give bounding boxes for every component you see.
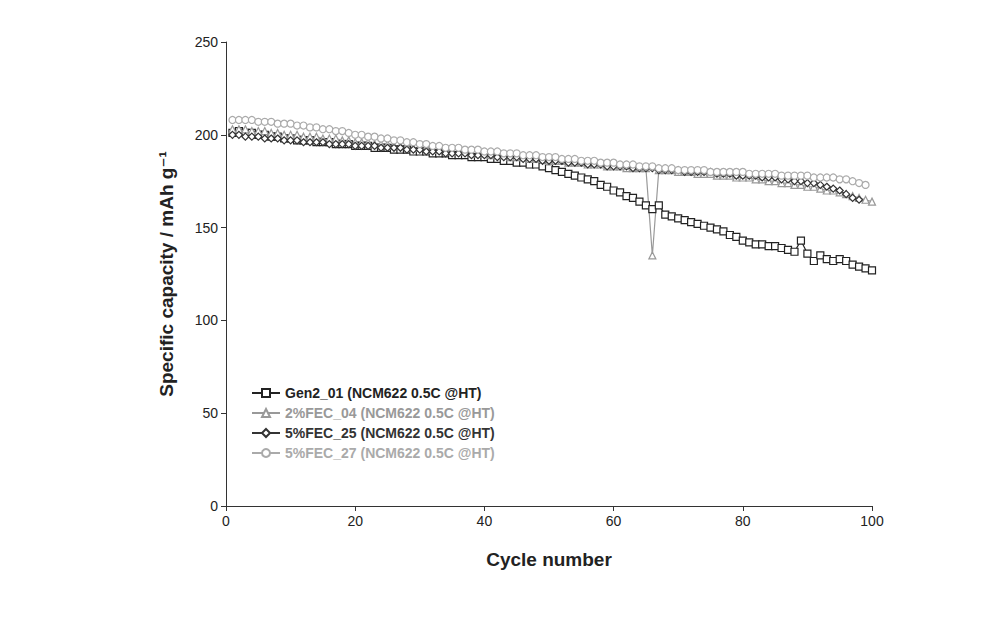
svg-text:50: 50 — [202, 405, 218, 421]
svg-text:5%FEC_25 (NCM622 0.5C @HT): 5%FEC_25 (NCM622 0.5C @HT) — [285, 425, 495, 441]
svg-text:2%FEC_04 (NCM622 0.5C @HT): 2%FEC_04 (NCM622 0.5C @HT) — [285, 405, 495, 421]
svg-text:250: 250 — [195, 34, 219, 50]
svg-text:40: 40 — [477, 513, 493, 529]
svg-text:200: 200 — [195, 127, 219, 143]
svg-text:Gen2_01 (NCM622 0.5C @HT): Gen2_01 (NCM622 0.5C @HT) — [285, 385, 482, 401]
svg-text:5%FEC_27 (NCM622 0.5C @HT): 5%FEC_27 (NCM622 0.5C @HT) — [285, 445, 495, 461]
svg-text:0: 0 — [210, 498, 218, 514]
svg-text:Specific capacity / mAh g⁻¹: Specific capacity / mAh g⁻¹ — [156, 151, 177, 397]
svg-text:100: 100 — [195, 312, 219, 328]
svg-text:100: 100 — [860, 513, 884, 529]
svg-text:60: 60 — [606, 513, 622, 529]
svg-text:150: 150 — [195, 220, 219, 236]
svg-text:Cycle number: Cycle number — [486, 549, 612, 570]
svg-text:20: 20 — [347, 513, 363, 529]
svg-text:80: 80 — [735, 513, 751, 529]
svg-text:0: 0 — [222, 513, 230, 529]
